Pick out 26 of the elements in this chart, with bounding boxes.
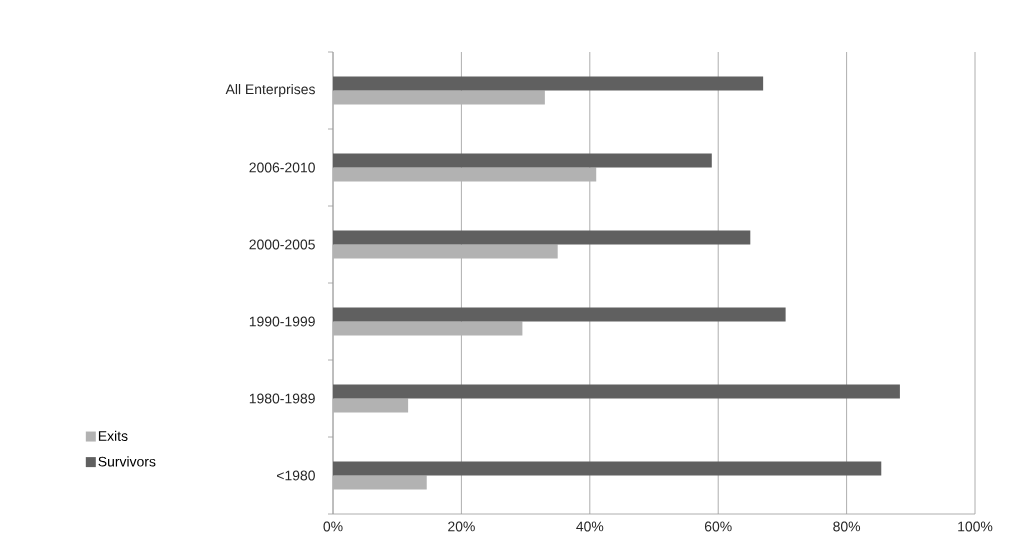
bar	[333, 244, 558, 259]
x-tick-label: 40%	[576, 521, 604, 532]
bar	[333, 76, 764, 91]
legend-label: Survivors	[98, 456, 156, 467]
y-tick-label: 2000-2005	[249, 239, 315, 250]
x-tick-label: 100%	[958, 521, 993, 532]
x-tick-label: 0%	[323, 521, 343, 532]
bar	[333, 153, 712, 168]
legend-label: Exits	[98, 430, 128, 441]
y-tick-label: 2006-2010	[249, 162, 315, 173]
x-tick-label: 60%	[704, 521, 732, 532]
y-tick-label: 1980-1989	[249, 393, 315, 404]
bar	[333, 90, 545, 105]
x-tick-label: 20%	[448, 521, 475, 532]
bar	[333, 230, 751, 245]
y-tick-label: <1980	[276, 470, 315, 481]
bar	[333, 321, 523, 336]
x-tick-label: 80%	[833, 521, 861, 532]
bar	[333, 307, 786, 322]
y-tick-label: 1990-1999	[249, 316, 315, 327]
bar	[333, 398, 409, 413]
bar	[333, 475, 427, 490]
bar	[333, 384, 900, 399]
bar	[333, 167, 597, 182]
bar	[333, 461, 882, 476]
y-tick-label: All Enterprises	[225, 84, 315, 97]
